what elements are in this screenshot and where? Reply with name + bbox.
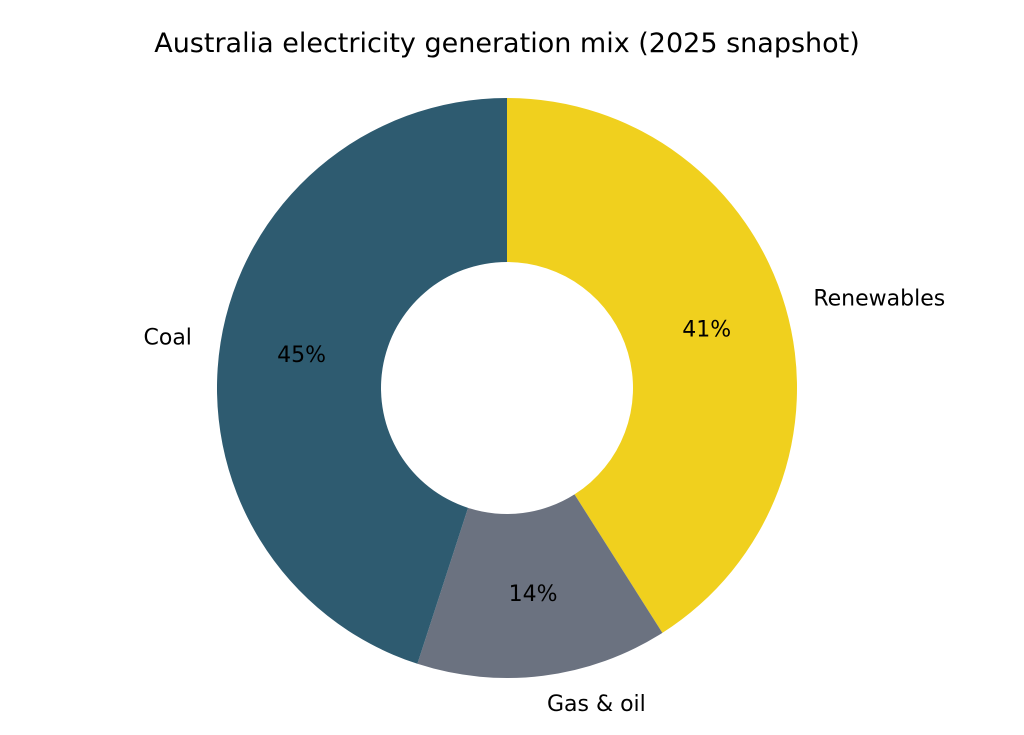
slice-pct-coal: 45% [277, 343, 326, 368]
slice-label-coal: Coal [144, 326, 192, 351]
slice-gas-oil [417, 494, 663, 679]
slice-label-renewables: Renewables [813, 287, 945, 312]
slice-labels: Renewables 41% Gas & oil 14% Coal 45% [144, 287, 946, 717]
donut-slices [216, 97, 798, 679]
slice-coal [216, 97, 508, 664]
chart-title: Australia electricity generation mix (20… [154, 28, 860, 59]
slice-pct-renewables: 41% [682, 317, 731, 342]
slice-renewables [507, 98, 798, 633]
slice-pct-gas-oil: 14% [509, 582, 558, 607]
slice-label-gas-oil: Gas & oil [547, 692, 646, 717]
